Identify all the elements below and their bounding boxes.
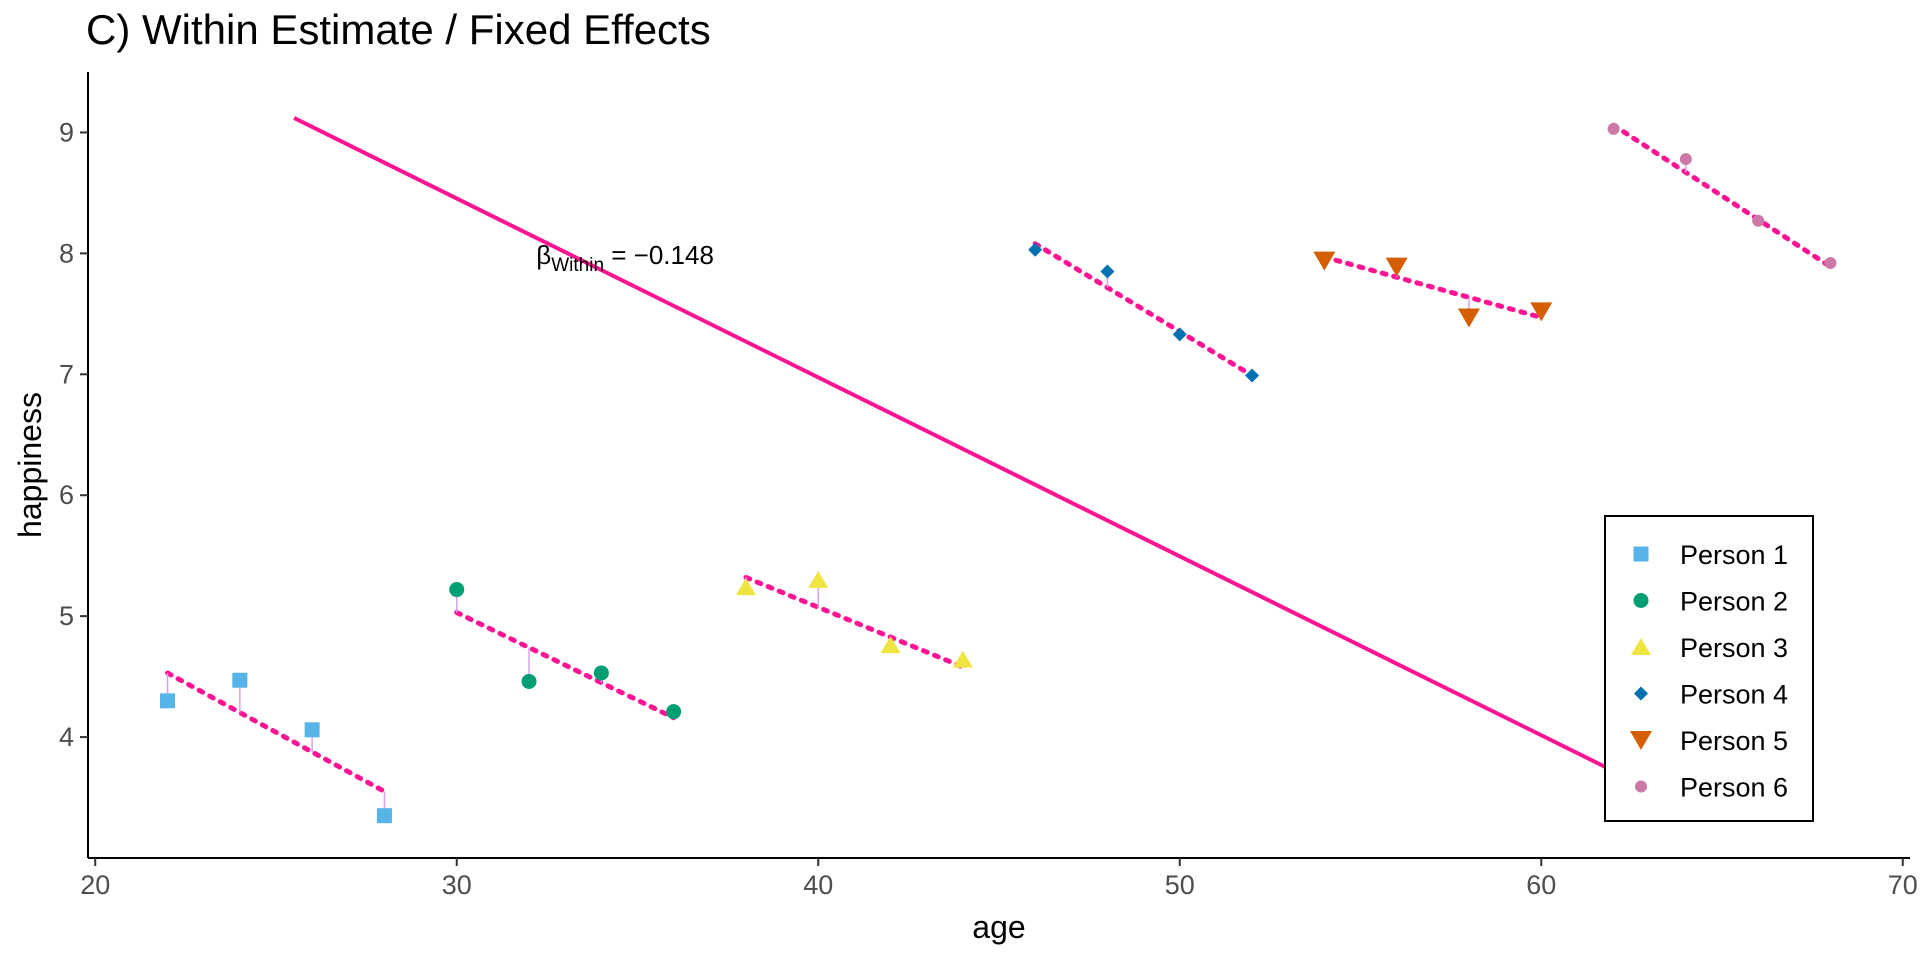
y-tick-label: 9 [59, 117, 74, 147]
beta-label: βWithin = −0.148 [536, 240, 714, 276]
overall-regression-line [293, 116, 1629, 780]
data-point [1607, 122, 1620, 135]
x-tick-label: 30 [442, 870, 472, 900]
legend-key [1631, 638, 1651, 655]
x-tick-label: 40 [803, 870, 833, 900]
fit-lines [165, 122, 1833, 794]
legend-key [1633, 546, 1649, 562]
within-fit-line [1032, 241, 1255, 379]
axes: 20 30 40 50 60 70 4 5 6 7 8 9 [59, 72, 1918, 900]
data-point [952, 650, 973, 668]
data-point [1245, 368, 1260, 383]
y-axis-title: happiness [12, 392, 48, 538]
beta-annotation: βWithin = −0.148 [536, 240, 714, 276]
data-point [808, 570, 829, 588]
data-point [1100, 264, 1115, 279]
x-tick-label: 70 [1888, 870, 1918, 900]
x-tick-label: 50 [1165, 870, 1195, 900]
data-point [1824, 257, 1837, 270]
data-point [160, 693, 176, 709]
data-point [1313, 251, 1336, 271]
legend: Person 1 Person 2 Person 3 Person 4 Person 5… [1604, 515, 1814, 822]
data-point [1530, 302, 1553, 322]
within-fit-line [743, 574, 966, 670]
data-point [1457, 308, 1480, 328]
legend-label: Person 4 [1680, 680, 1788, 710]
chart-title: C) Within Estimate / Fixed Effects [86, 6, 711, 53]
legend-key [1630, 731, 1652, 750]
x-tick-label: 60 [1526, 870, 1556, 900]
data-point [449, 582, 465, 598]
y-tick-label: 8 [59, 238, 74, 268]
within-fit-line [1611, 122, 1833, 270]
legend-key [1635, 780, 1647, 793]
data-point [304, 722, 320, 738]
within-fit-line [165, 670, 387, 794]
data-point [1385, 257, 1408, 277]
data-point [593, 665, 609, 681]
data-point [1172, 327, 1187, 342]
data-point [1752, 214, 1765, 227]
data-point [735, 578, 756, 596]
legend-label: Person 3 [1680, 633, 1788, 663]
legend-label: Person 1 [1680, 540, 1788, 570]
legend-key [1633, 593, 1649, 608]
legend-label: Person 6 [1680, 773, 1788, 803]
y-tick-label: 7 [59, 359, 74, 389]
data-point [1028, 242, 1043, 257]
x-tick-label: 20 [80, 870, 110, 900]
overall-line [293, 116, 1629, 780]
data-point [376, 808, 392, 824]
legend-label: Person 2 [1680, 587, 1788, 617]
within-fit-line [1321, 254, 1544, 320]
y-tick-label: 6 [59, 480, 74, 510]
legend-label: Person 5 [1680, 726, 1788, 756]
data-point [880, 636, 901, 654]
legend-key [1634, 686, 1648, 701]
data-point [521, 673, 537, 689]
data-points [160, 122, 1837, 824]
data-point [232, 672, 248, 688]
legend-box [1604, 515, 1814, 822]
y-tick-label: 4 [59, 722, 74, 752]
within-fit-line [454, 610, 677, 721]
y-tick-label: 5 [59, 601, 74, 631]
residual-segments [166, 125, 1832, 816]
data-point [1679, 153, 1692, 166]
x-axis-title: age [972, 909, 1025, 945]
data-point [666, 704, 682, 720]
